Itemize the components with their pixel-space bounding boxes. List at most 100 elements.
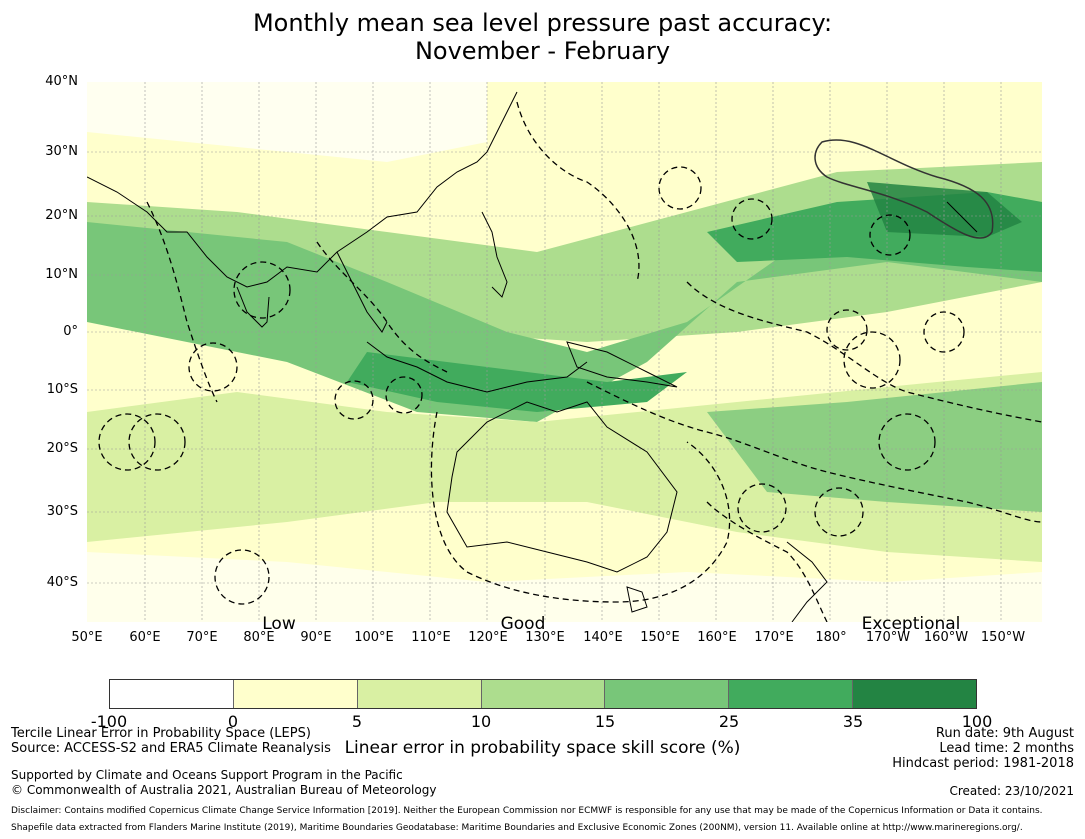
colorbar-tick-0: 0 — [227, 712, 239, 731]
island-eez-norfolk — [737, 483, 787, 533]
australia-eez — [430, 411, 731, 603]
lon-label-160e: 160°E — [697, 630, 737, 645]
region-label-exceptional: Exceptional — [861, 614, 961, 634]
india-coastline — [236, 286, 270, 328]
high-skill-maritime-continent — [347, 352, 687, 412]
colorbar-tick-5: 5 — [351, 712, 363, 731]
lat-label-40n: 40°N — [45, 74, 78, 89]
lon-label-140e: 140°E — [583, 630, 623, 645]
lon-label-120e: 120°E — [468, 630, 508, 645]
lon-label-50e: 50°E — [71, 630, 103, 645]
island-eez-kermadec — [814, 487, 864, 537]
info-hindcast: Hindcast period: 1981-2018 — [892, 756, 1074, 771]
island-eez-line-islands — [923, 311, 965, 353]
info-lead-time: Lead time: 2 months — [939, 741, 1074, 756]
coastlines — [87, 91, 978, 622]
colorbar-tick-15: 15 — [594, 712, 616, 731]
very-good-skill-band — [87, 222, 1042, 422]
island-eez-kiribati-1 — [826, 309, 868, 351]
colorbar-swatch-7 — [853, 680, 977, 708]
colorbar-tick-25: 25 — [718, 712, 740, 731]
australia-coastline — [446, 401, 678, 573]
lat-label-equator: 0° — [63, 324, 78, 339]
chart-title-line-2: November - February — [414, 37, 671, 65]
lon-label-60e: 60°E — [129, 630, 161, 645]
info-support: Supported by Climate and Oceans Support … — [11, 768, 403, 782]
lat-label-20n: 20°N — [45, 208, 78, 223]
pacific-eez-band-2 — [586, 381, 1042, 523]
new-zealand-coastline — [786, 541, 828, 622]
micronesia-eez — [516, 101, 640, 283]
colorbar-swatch-4 — [481, 680, 606, 708]
new-guinea-coastline — [566, 341, 678, 388]
colorbar-swatch-3 — [357, 680, 482, 708]
hawaii-coastline — [946, 201, 978, 233]
chart-title-line-1: Monthly mean sea level pressure past acc… — [252, 9, 833, 37]
info-copyright: © Commonwealth of Australia 2021, Austra… — [11, 783, 437, 797]
island-eez-cocos — [334, 380, 374, 420]
region-label-low: Low — [262, 614, 296, 634]
island-eez-kiribati-2 — [843, 331, 901, 389]
colorbar-tick-35: 35 — [842, 712, 864, 731]
lon-label-170w: 170°W — [865, 630, 911, 645]
lon-label-160w: 160°W — [923, 630, 969, 645]
skill-map — [87, 82, 1042, 622]
hawaii-eez-outline — [814, 139, 994, 239]
info-run-date: Run date: 9th August — [935, 726, 1074, 741]
colorbar-tick-100: 100 — [961, 712, 993, 731]
lon-label-170e: 170°E — [754, 630, 794, 645]
pacific-eez-band-1 — [686, 281, 1042, 423]
indonesia-coastline — [366, 341, 588, 393]
colorbar-tick-neg100: -100 — [90, 712, 128, 731]
island-eez-chagos — [188, 342, 238, 392]
colorbar-swatch-1 — [110, 680, 234, 708]
southeast-asia-eez — [316, 241, 448, 373]
colorbar-swatch-2 — [233, 680, 358, 708]
island-eez-maldives — [233, 261, 291, 319]
lat-label-10s: 10°S — [46, 382, 78, 397]
new-zealand-eez — [706, 501, 828, 622]
philippines-coastline — [481, 211, 508, 298]
colorbar — [109, 679, 977, 709]
colorbar-tick-10: 10 — [470, 712, 492, 731]
info-source: Source: ACCESS-S2 and ERA5 Climate Reana… — [11, 741, 331, 756]
colorbar-swatch-6 — [729, 680, 854, 708]
lat-label-30n: 30°N — [45, 144, 78, 159]
map-gridlines — [87, 82, 1042, 622]
info-method: Tercile Linear Error in Probability Spac… — [11, 726, 311, 741]
lat-label-40s: 40°S — [46, 575, 78, 590]
region-label-good: Good — [500, 614, 546, 634]
island-eez-mascarene — [98, 413, 156, 471]
info-created: Created: 23/10/2021 — [949, 784, 1074, 798]
low-skill-region-north — [87, 82, 487, 162]
malay-peninsula-coastline — [336, 251, 388, 333]
disclaimer-line-1: Disclaimer: Contains modified Copernicus… — [11, 806, 1043, 816]
island-eez-southern-ocean — [214, 549, 270, 605]
lon-label-80e: 80°E — [243, 630, 275, 645]
lat-label-10n: 10°N — [45, 267, 78, 282]
lon-label-150w: 150°W — [980, 630, 1026, 645]
colorbar-swatch-5 — [605, 680, 730, 708]
lon-label-110e: 110°E — [411, 630, 451, 645]
island-eez-christmas — [385, 376, 423, 414]
asia-coastline — [87, 91, 518, 288]
island-eez-reunion — [128, 413, 186, 471]
island-eez-cook-islands — [878, 413, 936, 471]
lon-label-90e: 90°E — [300, 630, 332, 645]
tasmania-coastline — [626, 586, 648, 613]
lon-label-150e: 150°E — [640, 630, 680, 645]
island-eez-wake-west — [731, 198, 773, 240]
lat-label-30s: 30°S — [46, 504, 78, 519]
lon-label-100e: 100°E — [354, 630, 394, 645]
lon-label-130e: 130°E — [525, 630, 565, 645]
skill-map-svg — [87, 82, 1042, 622]
lon-label-180: 180° — [815, 630, 847, 645]
disclaimer-line-2: Shapefile data extracted from Flanders M… — [11, 823, 1023, 833]
very-good-skill-south-pacific — [707, 382, 1042, 512]
colorbar-label: Linear error in probability space skill … — [344, 738, 741, 758]
eez-boundaries — [98, 101, 1042, 622]
lat-label-20s: 20°S — [46, 441, 78, 456]
island-eez-johnston — [869, 214, 911, 256]
lon-label-70e: 70°E — [186, 630, 218, 645]
low-skill-region-south — [87, 552, 1042, 622]
